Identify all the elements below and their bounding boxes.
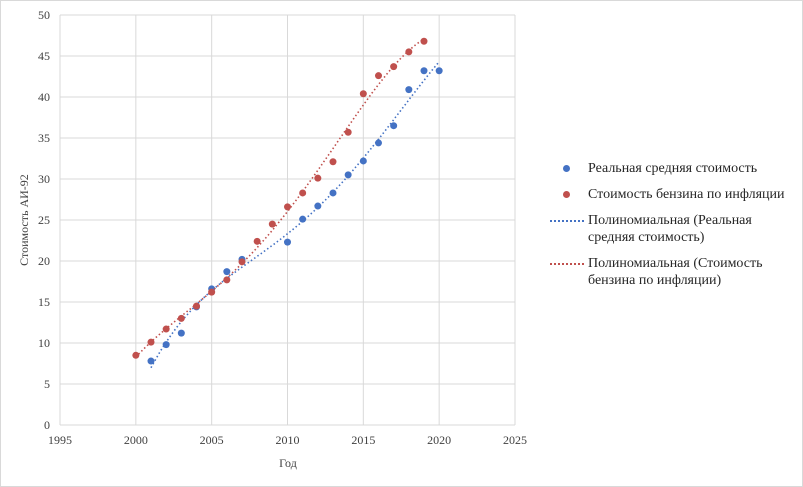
y-tick-label: 40 [38,90,50,104]
legend-line [550,263,584,265]
legend-label: Полиномиальная (Реальная средняя стоимос… [588,213,752,245]
legend-label: Стоимость бензина по инфляции [588,187,785,202]
x-axis-title: Год [279,456,297,470]
data-point [329,158,337,166]
legend-item: Реальная средняя стоимость [548,160,793,177]
x-tick-label: 2005 [200,433,224,447]
y-tick-label: 10 [38,336,50,350]
data-point [344,171,352,179]
data-point [238,258,246,266]
x-tick-label: 2000 [124,433,148,447]
data-point [299,189,307,197]
data-point [177,314,185,322]
x-tick-label: 2010 [276,433,300,447]
data-point [314,174,322,182]
x-tick-label: 2025 [503,433,527,447]
data-point [359,157,367,165]
y-tick-label: 45 [38,49,50,63]
legend-marker [563,191,570,198]
data-point [390,122,398,130]
legend-item: Полиномиальная (Стоимость бензина по инф… [548,255,793,289]
legend-label: Полиномиальная (Стоимость бензина по инф… [588,256,763,288]
legend-key [548,186,588,203]
y-tick-label: 15 [38,295,50,309]
legend: Реальная средняя стоимость Стоимость бенз… [548,160,793,298]
data-point [359,90,367,98]
data-point [329,189,337,197]
data-point [375,72,382,80]
data-point [299,215,307,223]
data-point [162,325,170,333]
legend-key [548,212,588,229]
data-point [132,351,140,359]
data-point [314,202,322,210]
y-tick-label: 25 [38,213,50,227]
y-tick-label: 20 [38,254,50,268]
legend-line [550,220,584,222]
data-point [375,139,382,147]
y-tick-label: 35 [38,131,50,145]
legend-key [548,160,588,177]
data-point [177,329,185,337]
y-tick-label: 0 [44,418,50,432]
y-axis-title: Стоимость АИ-92 [17,174,31,266]
data-point [162,341,170,349]
trendline [135,38,425,358]
data-point [147,357,155,365]
data-point [390,63,398,71]
data-point [193,302,200,310]
y-tick-label: 30 [38,172,50,186]
legend-item: Полиномиальная (Реальная средняя стоимос… [548,212,793,246]
y-tick-label: 5 [44,377,50,391]
data-point [405,86,413,94]
data-point [208,288,216,296]
legend-item: Стоимость бензина по инфляции [548,186,793,203]
data-point [420,37,428,45]
legend-key [548,255,588,272]
data-point [223,268,231,276]
data-point [223,276,231,284]
y-tick-label: 50 [38,8,50,22]
x-tick-label: 1995 [48,433,72,447]
data-point [420,67,428,75]
data-point [284,238,291,246]
data-point [253,237,261,245]
x-tick-label: 2015 [351,433,375,447]
data-point [435,67,443,75]
legend-marker [563,165,570,172]
data-point [284,203,291,211]
data-point [405,48,413,56]
data-point [344,128,352,136]
data-point [147,338,155,346]
data-point [268,220,276,228]
legend-label: Реальная средняя стоимость [588,161,758,176]
x-tick-label: 2020 [427,433,451,447]
